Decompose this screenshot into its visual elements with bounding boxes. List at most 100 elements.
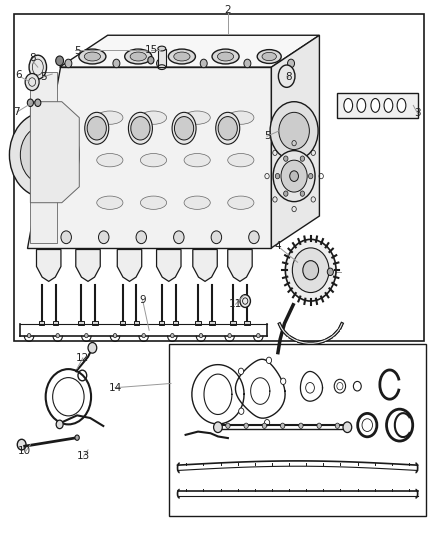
Ellipse shape [228, 196, 254, 209]
Circle shape [317, 423, 321, 429]
Circle shape [276, 173, 280, 179]
Circle shape [61, 231, 71, 244]
Text: 2: 2 [224, 5, 231, 15]
Ellipse shape [212, 49, 239, 64]
Ellipse shape [141, 111, 166, 124]
Circle shape [33, 142, 55, 168]
Circle shape [284, 191, 288, 196]
Circle shape [238, 368, 244, 375]
Text: 15: 15 [145, 45, 158, 54]
Text: 5: 5 [264, 131, 270, 141]
Polygon shape [76, 249, 100, 281]
Polygon shape [30, 72, 57, 243]
Circle shape [156, 59, 163, 68]
Polygon shape [230, 321, 236, 325]
Circle shape [228, 334, 231, 338]
Circle shape [265, 419, 270, 426]
Text: 8: 8 [29, 53, 35, 63]
Ellipse shape [228, 111, 254, 124]
Ellipse shape [128, 112, 152, 144]
Circle shape [240, 295, 251, 308]
Polygon shape [158, 49, 166, 67]
Circle shape [303, 261, 318, 280]
Ellipse shape [217, 52, 233, 61]
Circle shape [27, 99, 33, 107]
Ellipse shape [228, 154, 254, 167]
Circle shape [262, 423, 267, 429]
Circle shape [218, 117, 237, 140]
Ellipse shape [279, 65, 295, 87]
Polygon shape [159, 321, 164, 325]
Circle shape [75, 435, 79, 440]
Text: 4: 4 [275, 241, 281, 251]
Ellipse shape [79, 49, 106, 64]
Polygon shape [193, 249, 217, 281]
Circle shape [308, 173, 313, 179]
Ellipse shape [184, 111, 210, 124]
Text: 14: 14 [109, 383, 122, 393]
Circle shape [343, 422, 352, 433]
Polygon shape [30, 102, 79, 203]
Polygon shape [78, 321, 84, 325]
Polygon shape [36, 249, 61, 281]
Circle shape [284, 156, 288, 161]
Ellipse shape [141, 154, 166, 167]
Text: 6: 6 [16, 70, 22, 79]
Text: 13: 13 [77, 451, 90, 461]
Circle shape [56, 56, 64, 66]
Circle shape [281, 378, 286, 384]
Polygon shape [244, 321, 250, 325]
Polygon shape [209, 321, 215, 325]
Ellipse shape [84, 52, 100, 61]
Ellipse shape [184, 154, 210, 167]
Circle shape [99, 231, 109, 244]
Circle shape [257, 334, 260, 338]
Circle shape [244, 423, 248, 429]
Polygon shape [92, 321, 98, 325]
Polygon shape [53, 321, 58, 325]
Circle shape [280, 423, 285, 429]
Ellipse shape [158, 46, 166, 51]
Circle shape [299, 423, 303, 429]
Circle shape [239, 408, 244, 415]
Polygon shape [60, 35, 319, 67]
Circle shape [281, 160, 307, 192]
Circle shape [292, 248, 329, 293]
Circle shape [65, 59, 72, 68]
Ellipse shape [168, 49, 195, 64]
Circle shape [10, 112, 79, 197]
Ellipse shape [97, 154, 123, 167]
Polygon shape [117, 249, 142, 281]
Circle shape [214, 422, 223, 433]
Text: 8: 8 [286, 72, 292, 82]
Polygon shape [228, 249, 252, 281]
Ellipse shape [262, 52, 276, 61]
Circle shape [226, 423, 230, 429]
Ellipse shape [85, 112, 109, 144]
Circle shape [142, 334, 145, 338]
Text: 12: 12 [76, 353, 89, 363]
Circle shape [300, 191, 304, 196]
Circle shape [113, 334, 117, 338]
Circle shape [279, 112, 309, 150]
Circle shape [20, 126, 68, 184]
Circle shape [27, 334, 31, 338]
Ellipse shape [97, 196, 123, 209]
Ellipse shape [29, 55, 46, 79]
Polygon shape [156, 249, 181, 281]
Circle shape [199, 334, 203, 338]
Circle shape [286, 239, 336, 301]
Ellipse shape [344, 99, 353, 112]
Text: 3: 3 [414, 108, 421, 118]
Circle shape [174, 117, 194, 140]
Circle shape [136, 231, 147, 244]
Circle shape [288, 59, 294, 68]
Circle shape [300, 156, 304, 161]
Polygon shape [272, 35, 319, 248]
Circle shape [170, 334, 174, 338]
Circle shape [270, 102, 318, 160]
Polygon shape [195, 321, 201, 325]
Text: 7: 7 [13, 107, 19, 117]
Ellipse shape [174, 52, 190, 61]
Circle shape [35, 99, 41, 107]
